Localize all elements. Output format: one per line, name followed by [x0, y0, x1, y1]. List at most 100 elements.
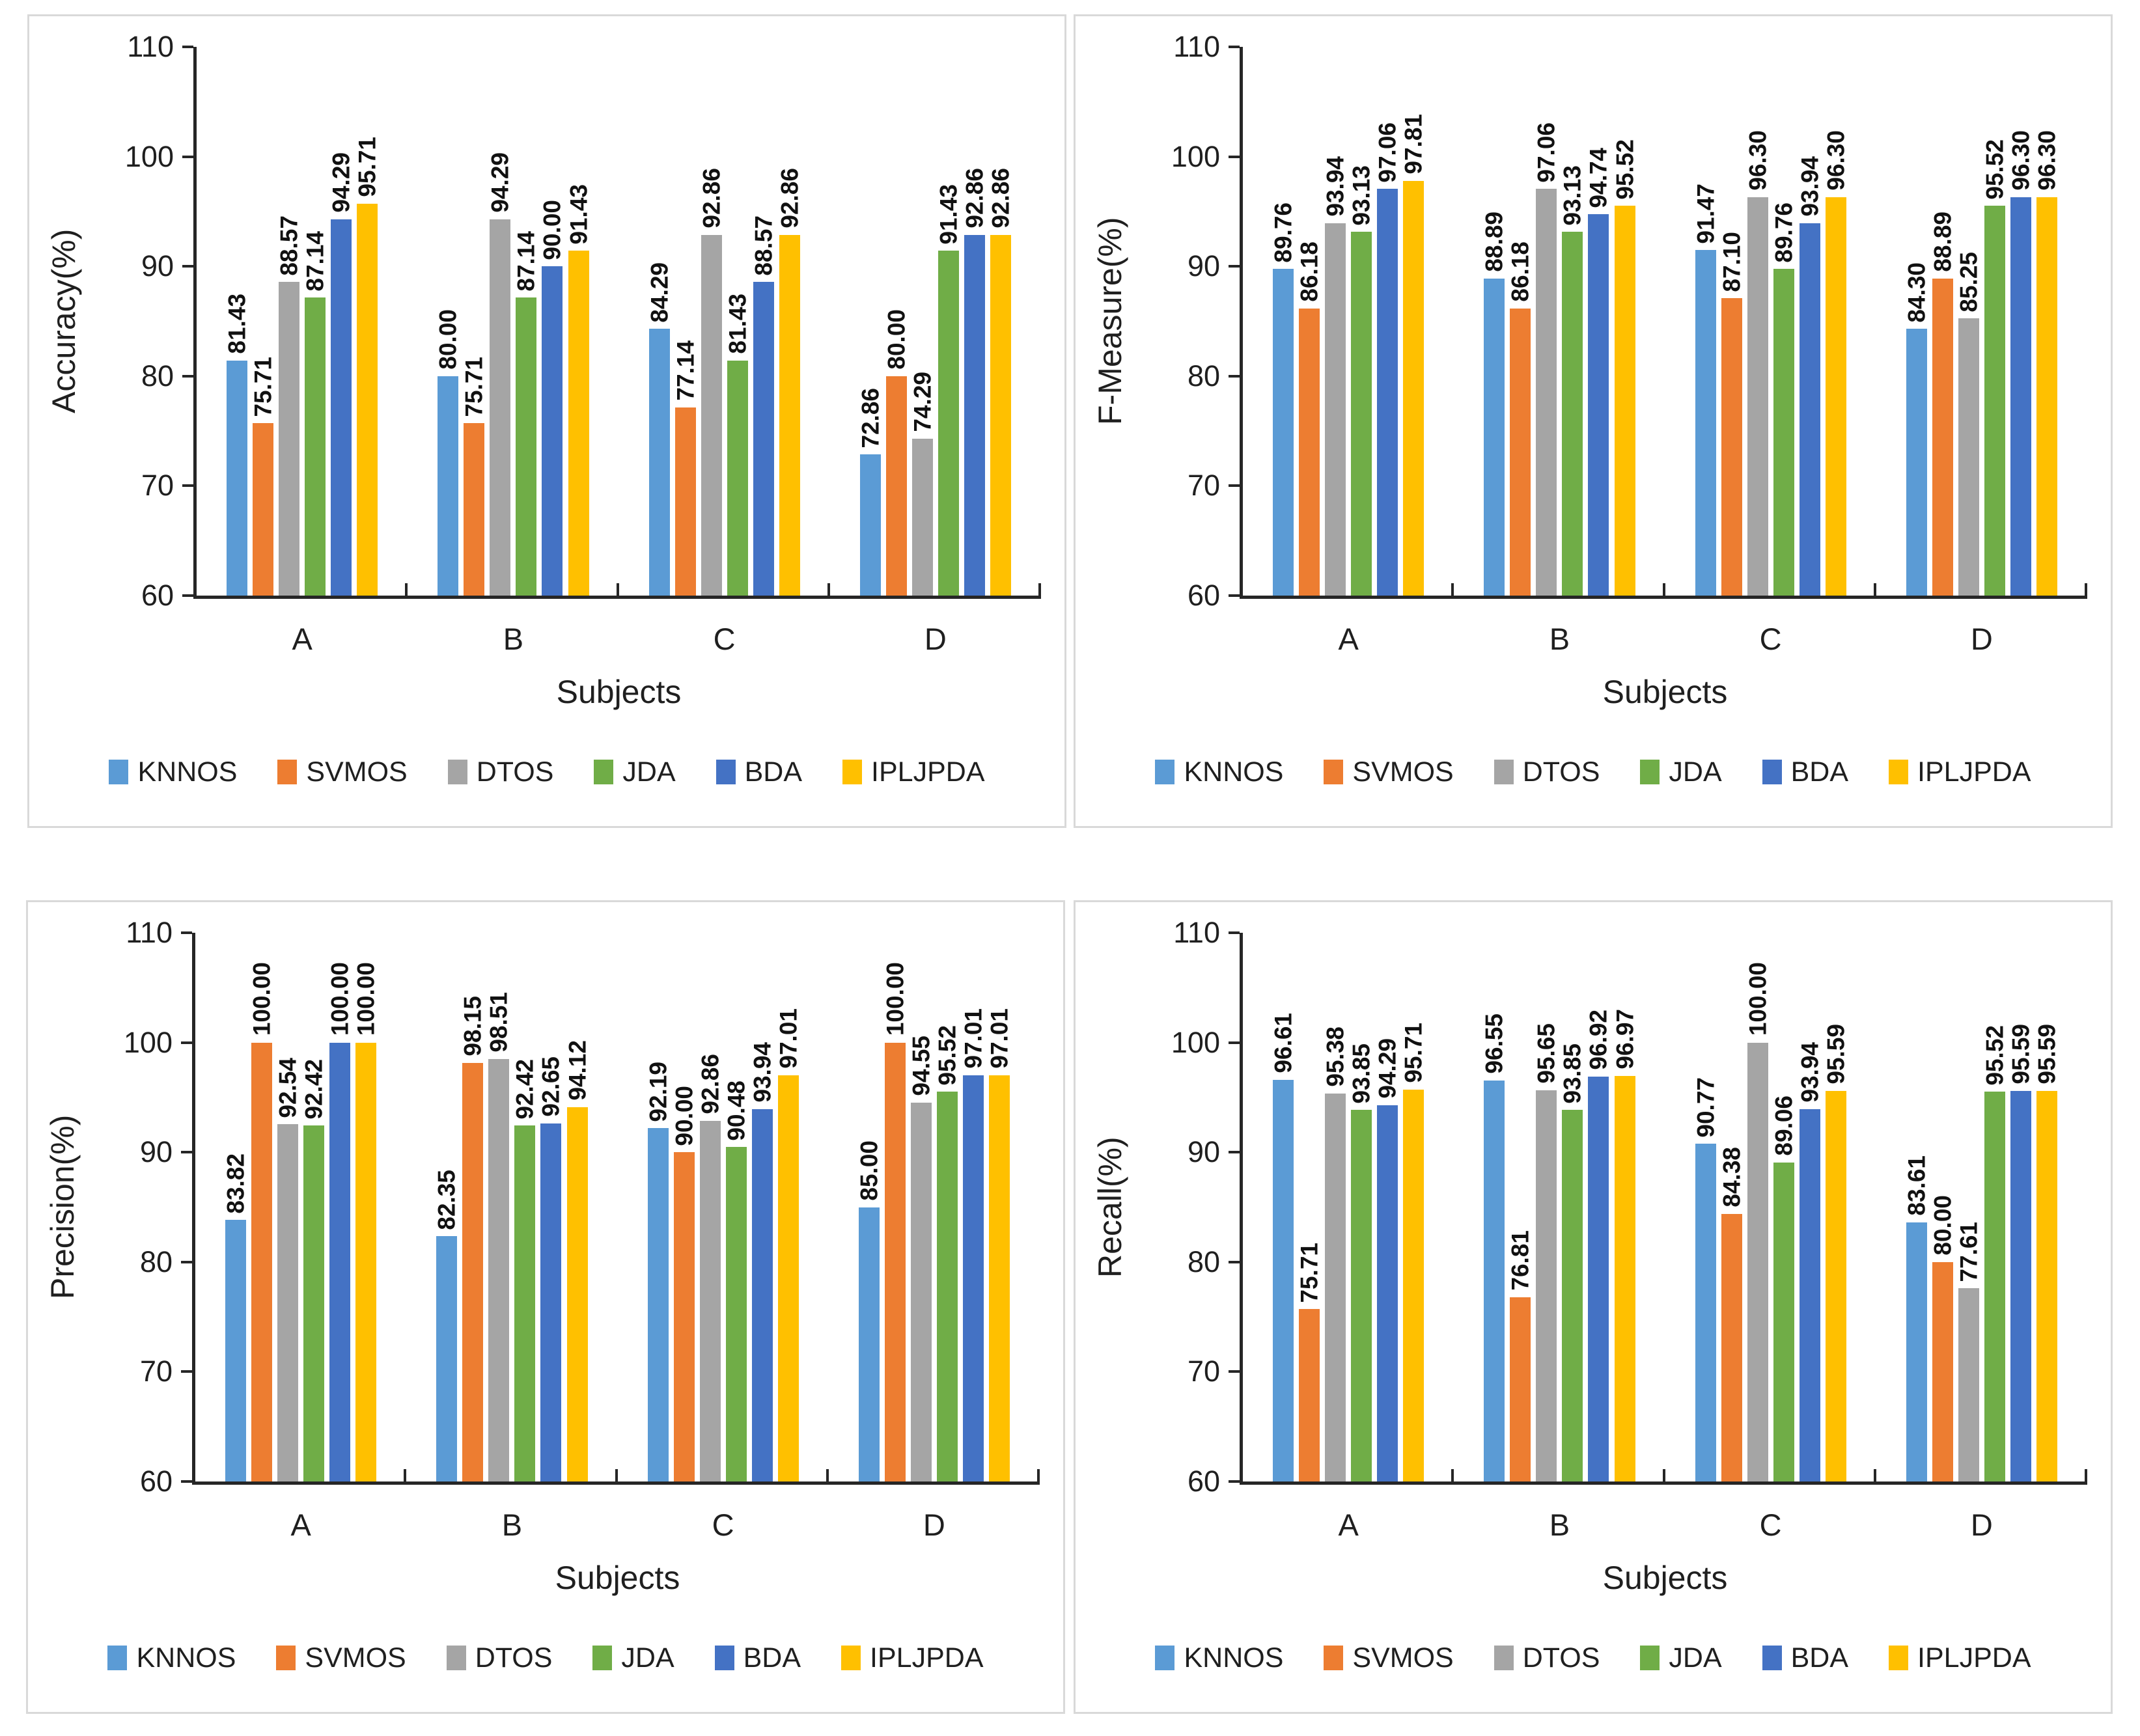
legend: KNNOS SVMOS DTOS JDA BDA IPLJPDA: [1076, 1638, 2111, 1678]
value-label-bda-c: 93.94: [1796, 1042, 1824, 1103]
bar-jda-b: [514, 1125, 536, 1481]
bar-jda-b: [516, 297, 537, 596]
category-label-a: A: [290, 1508, 311, 1542]
value-label-ipljpda-d: 96.30: [2033, 130, 2061, 191]
value-label-dtos-a: 93.94: [1322, 156, 1349, 217]
legend-label-svmos: SVMOS: [306, 756, 408, 788]
value-label-dtos-b: 98.51: [485, 992, 512, 1053]
bar-dtos-d: [1958, 1288, 1979, 1481]
bar-bda-b: [1588, 1076, 1609, 1481]
y-tick-mark: [181, 1480, 192, 1483]
y-tick-label: 100: [1171, 1025, 1220, 1059]
legend-item-dtos: DTOS: [1494, 1642, 1600, 1674]
bar-knnos-c: [648, 329, 670, 596]
value-label-knnos-b: 96.55: [1480, 1013, 1508, 1074]
value-label-ipljpda-c: 92.86: [776, 168, 803, 228]
bar-svmos-b: [1510, 308, 1531, 596]
legend-label-jda: JDA: [1669, 1642, 1722, 1674]
category-label-b: B: [503, 622, 524, 656]
plot-area: 96.61 75.71 95.38 93.85 94.29 95.71 96.55 76.81…: [1243, 933, 2087, 1481]
bar-ipljpda-d: [989, 1075, 1010, 1481]
bar-bda-c: [1799, 1109, 1820, 1481]
bar-bda-a: [1377, 189, 1398, 596]
legend-label-knnos: KNNOS: [1184, 1642, 1284, 1674]
value-label-ipljpda-b: 91.43: [565, 184, 592, 245]
value-label-svmos-c: 84.38: [1718, 1147, 1745, 1207]
bar-bda-d: [962, 1075, 984, 1481]
value-label-bda-b: 90.00: [538, 199, 566, 260]
x-tick-mark: [1662, 583, 1665, 596]
value-label-jda-c: 90.48: [723, 1080, 750, 1141]
legend-label-jda: JDA: [1669, 756, 1722, 788]
y-axis-title: Precision(%): [44, 1114, 81, 1300]
category-label-b: B: [501, 1508, 523, 1542]
legend-item-svmos: SVMOS: [1324, 1642, 1454, 1674]
value-label-bda-d: 95.59: [2007, 1024, 2035, 1084]
bar-jda-d: [938, 251, 959, 596]
bar-jda-c: [725, 1147, 747, 1481]
legend-item-ipljpda: IPLJPDA: [842, 756, 985, 788]
y-tick-label: 110: [127, 30, 174, 63]
legend: KNNOS SVMOS DTOS JDA BDA IPLJPDA: [28, 1638, 1063, 1678]
value-label-dtos-a: 92.54: [274, 1057, 301, 1118]
bar-dtos-a: [1325, 1093, 1346, 1481]
bar-knnos-c: [1695, 250, 1716, 596]
value-label-bda-b: 96.92: [1585, 1009, 1612, 1070]
legend-label-ipljpda: IPLJPDA: [1917, 1642, 2031, 1674]
y-tick-mark: [181, 1151, 192, 1154]
legend-item-bda: BDA: [1762, 1642, 1848, 1674]
value-label-svmos-a: 86.18: [1296, 241, 1323, 302]
value-label-dtos-d: 94.55: [908, 1035, 935, 1096]
bar-svmos-d: [884, 1042, 906, 1481]
y-tick-mark: [1229, 931, 1240, 934]
y-tick-label: 100: [124, 139, 174, 173]
legend-label-knnos: KNNOS: [137, 756, 238, 788]
bar-ipljpda-d: [990, 234, 1011, 596]
x-tick-mark: [616, 583, 619, 596]
legend-swatch-ipljpda: [1889, 1646, 1909, 1670]
value-label-bda-c: 93.94: [1796, 156, 1824, 217]
legend-item-bda: BDA: [716, 756, 802, 788]
bar-svmos-c: [1721, 298, 1742, 596]
x-tick-mark: [1037, 1469, 1040, 1481]
value-label-svmos-d: 80.00: [883, 309, 910, 370]
value-label-ipljpda-c: 97.01: [775, 1008, 802, 1069]
value-label-bda-c: 93.94: [749, 1042, 776, 1103]
value-label-dtos-b: 97.06: [1533, 122, 1560, 183]
value-label-dtos-c: 96.30: [1744, 130, 1772, 191]
y-tick-mark: [181, 931, 192, 934]
legend-swatch-jda: [594, 760, 614, 784]
value-label-ipljpda-a: 100.00: [352, 962, 380, 1036]
value-label-bda-a: 94.29: [1374, 1038, 1401, 1099]
bar-dtos-a: [1325, 223, 1346, 596]
legend-label-ipljpda: IPLJPDA: [1917, 756, 2031, 788]
value-label-knnos-d: 83.61: [1903, 1155, 1930, 1216]
y-tick-label: 90: [139, 1135, 173, 1169]
bar-svmos-b: [462, 1062, 484, 1481]
x-tick-mark: [404, 1469, 407, 1481]
value-label-jda-a: 92.42: [300, 1058, 327, 1120]
bar-bda-d: [964, 234, 985, 596]
value-label-dtos-a: 95.38: [1322, 1026, 1349, 1087]
y-tick-label: 100: [1171, 139, 1220, 173]
x-axis-line: [192, 1481, 1040, 1485]
legend-item-jda: JDA: [592, 1642, 674, 1674]
bar-dtos-b: [1536, 1090, 1557, 1481]
y-tick-mark: [181, 1260, 192, 1263]
y-tick-label: 110: [1173, 916, 1220, 949]
legend-swatch-jda: [1640, 760, 1660, 784]
value-label-knnos-b: 82.35: [433, 1169, 460, 1230]
bar-bda-b: [1588, 214, 1609, 596]
bar-bda-a: [1377, 1105, 1398, 1481]
value-label-dtos-c: 92.86: [698, 168, 725, 228]
legend-label-jda: JDA: [621, 1642, 674, 1674]
y-tick-mark: [182, 265, 193, 268]
legend-swatch-knnos: [1155, 760, 1175, 784]
y-tick-label: 110: [126, 916, 173, 949]
legend-swatch-knnos: [107, 1646, 128, 1670]
bar-ipljpda-a: [357, 203, 378, 596]
value-label-ipljpda-b: 96.97: [1611, 1009, 1638, 1069]
legend-swatch-bda: [1762, 1646, 1782, 1670]
category-label-c: C: [712, 1508, 734, 1542]
bar-bda-d: [2010, 1090, 2031, 1481]
